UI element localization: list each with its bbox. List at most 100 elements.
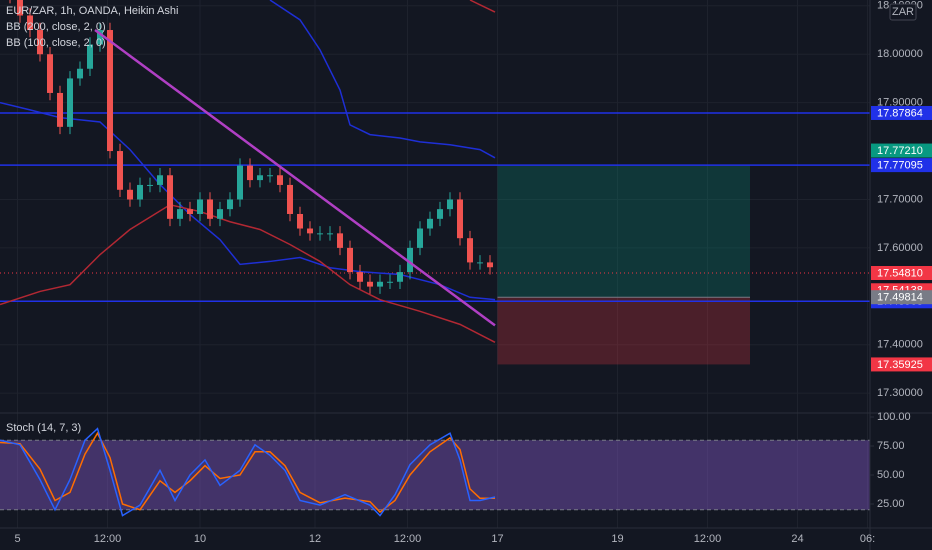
- candle-body: [317, 233, 323, 235]
- candle-body: [487, 262, 493, 268]
- price-tag: [871, 266, 932, 281]
- candle-body: [77, 68, 83, 79]
- candle-body: [187, 209, 193, 214]
- candle-body: [87, 44, 93, 69]
- x-tick-label: 12:00: [394, 533, 422, 545]
- price-tag: [871, 357, 932, 372]
- candle-body: [247, 165, 253, 181]
- candle-body: [97, 30, 103, 45]
- candle-body: [17, 0, 23, 16]
- stoch-band: [0, 440, 870, 510]
- candle-body: [237, 165, 243, 200]
- indicator-legend: BB (100, close, 2, 0): [6, 37, 106, 49]
- price-tag-label: 17.87864: [877, 107, 923, 119]
- stoch-title: Stoch (14, 7, 3): [6, 422, 81, 434]
- x-tick-label: 12:00: [94, 533, 122, 545]
- candle-body: [337, 233, 343, 248]
- candle-body: [277, 175, 283, 185]
- x-tick-label: 24: [791, 533, 803, 545]
- y-tick-label: 18.00000: [877, 48, 923, 60]
- candle-body: [297, 213, 303, 229]
- y-tick-label: 50.00: [877, 469, 905, 481]
- candle-body: [117, 151, 123, 190]
- y-tick-label: 17.60000: [877, 242, 923, 254]
- candle-body: [327, 233, 333, 235]
- indicator-legend: BB (200, close, 2, 0): [6, 21, 106, 33]
- price-tag: [871, 290, 932, 305]
- symbol-title: EUR/ZAR, 1h, OANDA, Heikin Ashi: [6, 5, 178, 17]
- price-tag: [871, 143, 932, 158]
- candle-body: [287, 184, 293, 214]
- candle-body: [377, 281, 383, 287]
- candle-body: [437, 209, 443, 219]
- x-tick-label: 12:00: [694, 533, 722, 545]
- main-pane: [0, 0, 870, 365]
- candle-body: [397, 272, 403, 282]
- profit-zone: [497, 164, 750, 298]
- y-tick-label: 100.00: [877, 411, 911, 423]
- candle-body: [457, 199, 463, 239]
- currency-label: ZAR: [892, 6, 914, 18]
- y-tick-label: 25.00: [877, 498, 905, 510]
- bollinger-line: [0, 101, 496, 301]
- trendline: [94, 29, 496, 327]
- y-tick-label: 17.30000: [877, 387, 923, 399]
- y-tick-label: 75.00: [877, 440, 905, 452]
- x-tick-label: 17: [491, 533, 503, 545]
- candle-body: [227, 199, 233, 210]
- candle-body: [347, 247, 353, 273]
- candle-body: [157, 175, 163, 185]
- candle-body: [257, 175, 263, 181]
- candle-body: [407, 247, 413, 273]
- candle-body: [267, 175, 273, 177]
- y-tick-label: 17.90000: [877, 97, 923, 109]
- stoch-pane: [0, 427, 870, 517]
- candle-body: [27, 15, 33, 31]
- candle-body: [137, 184, 143, 200]
- candle-body: [307, 228, 313, 234]
- candle-body: [127, 189, 133, 200]
- candle-body: [37, 30, 43, 55]
- candle-body: [447, 199, 453, 210]
- candle-body: [57, 92, 63, 127]
- x-tick-label: 5: [14, 533, 20, 545]
- stoch-line: [0, 431, 495, 514]
- loss-zone: [497, 297, 750, 365]
- candle-body: [387, 281, 393, 283]
- candle-body: [367, 281, 373, 287]
- candle-body: [197, 199, 203, 214]
- price-tag-label: 17.77095: [877, 160, 923, 172]
- price-tag-label: 17.77210: [877, 145, 923, 157]
- price-tag: [871, 158, 932, 173]
- candle-body: [477, 262, 483, 264]
- candle-body: [427, 218, 433, 229]
- candle-body: [207, 199, 213, 219]
- bollinger-line: [0, 203, 496, 343]
- x-tick-label: 12: [309, 533, 321, 545]
- currency-box[interactable]: [889, 3, 917, 21]
- y-tick-label: 17.40000: [877, 339, 923, 351]
- candle-body: [177, 209, 183, 219]
- bollinger-line: [469, 0, 496, 13]
- x-tick-label: 06:: [860, 533, 875, 545]
- y-tick-label: 17.70000: [877, 193, 923, 205]
- bollinger-line: [269, 0, 496, 159]
- x-tick-label: 10: [194, 533, 206, 545]
- x-tick-label: 19: [611, 533, 623, 545]
- candle-body: [217, 209, 223, 219]
- candle-body: [47, 54, 53, 93]
- price-tag-label: 17.54810: [877, 267, 923, 279]
- candle-body: [467, 238, 473, 263]
- candle-body: [67, 78, 73, 127]
- candle-body: [357, 272, 363, 282]
- candle-body: [167, 175, 173, 219]
- price-tag-label: 17.35925: [877, 359, 923, 371]
- axes: 18.1000018.0000017.9000017.7000017.60000…: [14, 0, 932, 545]
- candle-body: [107, 30, 113, 152]
- stoch-line: [0, 427, 496, 517]
- price-tag: [871, 105, 932, 120]
- candle-body: [147, 184, 153, 186]
- price-tag-label: 17.49814: [877, 292, 923, 304]
